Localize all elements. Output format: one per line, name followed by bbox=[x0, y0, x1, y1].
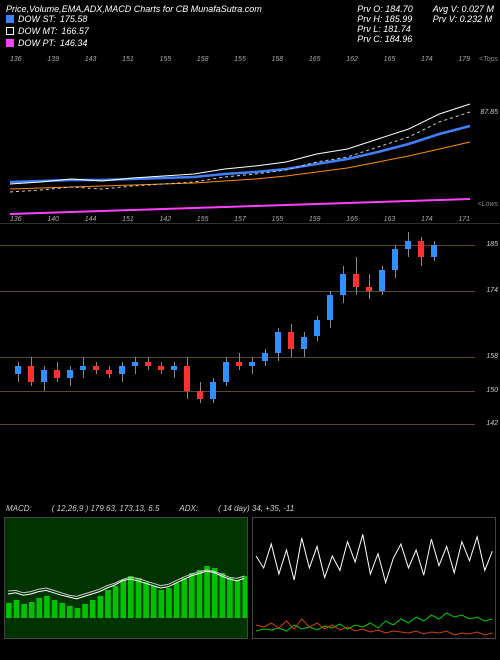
prev-l-label: Prv L: bbox=[357, 24, 381, 34]
legend-dow-pt: DOW PT: 146.34 bbox=[6, 38, 357, 48]
swatch-mt bbox=[6, 27, 14, 35]
price-y-label: 87.85 bbox=[480, 109, 498, 116]
gridline bbox=[0, 245, 475, 246]
prev-v-label: Prv V: bbox=[433, 14, 457, 24]
dow-st-label: DOW ST: bbox=[18, 14, 56, 24]
main-chart-area: <Tops <Lows 87.85 1361391431511551581551… bbox=[0, 54, 500, 424]
macd-chart bbox=[4, 517, 248, 639]
candle-y-label: 185 bbox=[486, 241, 498, 248]
chart-title: Price,Volume,EMA,ADX,MACD Charts for CB … bbox=[6, 4, 357, 14]
dow-pt-label: DOW PT: bbox=[18, 38, 56, 48]
avg-v-label: Avg V: bbox=[433, 4, 459, 14]
adx-svg bbox=[253, 518, 496, 639]
price-x-axis-bottom: 136140144151142155157155159165163174171 bbox=[0, 216, 480, 223]
candle-y-label: 174 bbox=[486, 287, 498, 294]
gridline bbox=[0, 291, 475, 292]
dow-pt-value: 146.34 bbox=[60, 38, 88, 48]
price-x-axis-top: 136139143151155158155158165162165174179 bbox=[0, 56, 480, 63]
axis-tops-label: <Tops bbox=[479, 56, 498, 63]
gridline bbox=[0, 357, 475, 358]
macd-label: MACD: bbox=[6, 504, 32, 513]
prev-c-label: Prv C: bbox=[357, 34, 382, 44]
prev-c-value: 184.96 bbox=[385, 34, 413, 44]
dow-mt-value: 166.57 bbox=[61, 26, 89, 36]
legend-dow-st: DOW ST: 175.58 bbox=[6, 14, 357, 24]
prev-l-value: 181.74 bbox=[383, 24, 411, 34]
adx-chart bbox=[252, 517, 496, 639]
prev-v-value: 0.232 M bbox=[460, 14, 493, 24]
price-lines-svg bbox=[0, 54, 475, 224]
candle-y-label: 158 bbox=[486, 353, 498, 360]
indicators-header: MACD: ( 12,26,9 ) 179.63, 173.13, 6.5 AD… bbox=[0, 504, 500, 513]
dow-st-value: 175.58 bbox=[60, 14, 88, 24]
price-line-chart: <Tops <Lows 87.85 1361391431511551581551… bbox=[0, 54, 500, 224]
legend-dow-mt: DOW MT: 166.57 bbox=[6, 26, 357, 36]
swatch-pt bbox=[6, 39, 14, 47]
macd-values: ( 12,26,9 ) 179.63, 173.13, 6.5 bbox=[52, 504, 160, 513]
prev-h-label: Prv H: bbox=[357, 14, 382, 24]
macd-svg bbox=[5, 518, 248, 639]
axis-lows-label: <Lows bbox=[478, 201, 498, 208]
prev-h-value: 185.99 bbox=[385, 14, 413, 24]
candle-y-label: 142 bbox=[486, 420, 498, 427]
avg-v-value: 0.027 M bbox=[461, 4, 494, 14]
prev-o-value: 184.70 bbox=[385, 4, 413, 14]
dow-mt-label: DOW MT: bbox=[18, 26, 57, 36]
header-stats: Prv O: 184.70 Prv H: 185.99 Prv L: 181.7… bbox=[357, 4, 494, 50]
gridline bbox=[0, 391, 475, 392]
candlestick-chart: 185 174 158 150 142 bbox=[0, 224, 500, 424]
candle-y-label: 150 bbox=[486, 387, 498, 394]
adx-values: ( 14 day) 34, +35, -11 bbox=[218, 504, 294, 513]
gridline bbox=[0, 424, 475, 425]
swatch-st bbox=[6, 15, 14, 23]
sub-charts-row bbox=[0, 513, 500, 643]
adx-label: ADX: bbox=[179, 504, 198, 513]
prev-o-label: Prv O: bbox=[357, 4, 383, 14]
chart-header: Price,Volume,EMA,ADX,MACD Charts for CB … bbox=[0, 0, 500, 54]
